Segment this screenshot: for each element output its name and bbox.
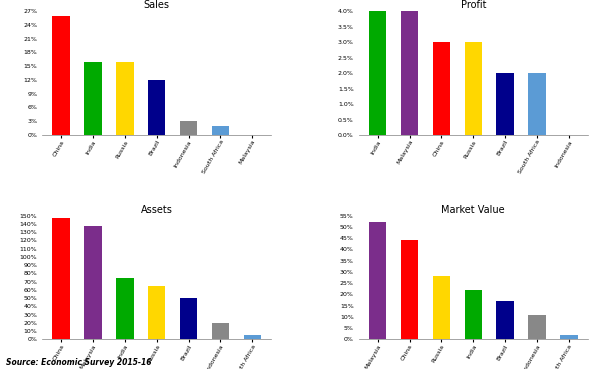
Text: Source: Economic Survey 2015-16: Source: Economic Survey 2015-16 — [6, 358, 151, 367]
Bar — [528, 315, 546, 339]
Bar — [433, 42, 450, 135]
Title: Market Value: Market Value — [442, 205, 505, 215]
Bar — [496, 301, 514, 339]
Title: Assets: Assets — [141, 205, 173, 215]
Bar — [369, 222, 386, 339]
Bar — [212, 323, 229, 339]
Bar — [401, 11, 418, 135]
Bar — [464, 42, 482, 135]
Bar — [52, 15, 70, 135]
Bar — [148, 286, 166, 339]
Title: Profit: Profit — [461, 0, 486, 10]
Bar — [52, 218, 70, 339]
Bar — [148, 80, 166, 135]
Bar — [84, 62, 102, 135]
Bar — [244, 335, 261, 339]
Bar — [116, 62, 134, 135]
Title: Sales: Sales — [144, 0, 170, 10]
Bar — [401, 240, 418, 339]
Bar — [212, 126, 229, 135]
Bar — [116, 277, 134, 339]
Bar — [528, 73, 546, 135]
Bar — [464, 290, 482, 339]
Bar — [180, 121, 197, 135]
Bar — [84, 226, 102, 339]
Bar — [560, 335, 578, 339]
Bar — [433, 276, 450, 339]
Bar — [496, 73, 514, 135]
Bar — [369, 11, 386, 135]
Bar — [180, 298, 197, 339]
